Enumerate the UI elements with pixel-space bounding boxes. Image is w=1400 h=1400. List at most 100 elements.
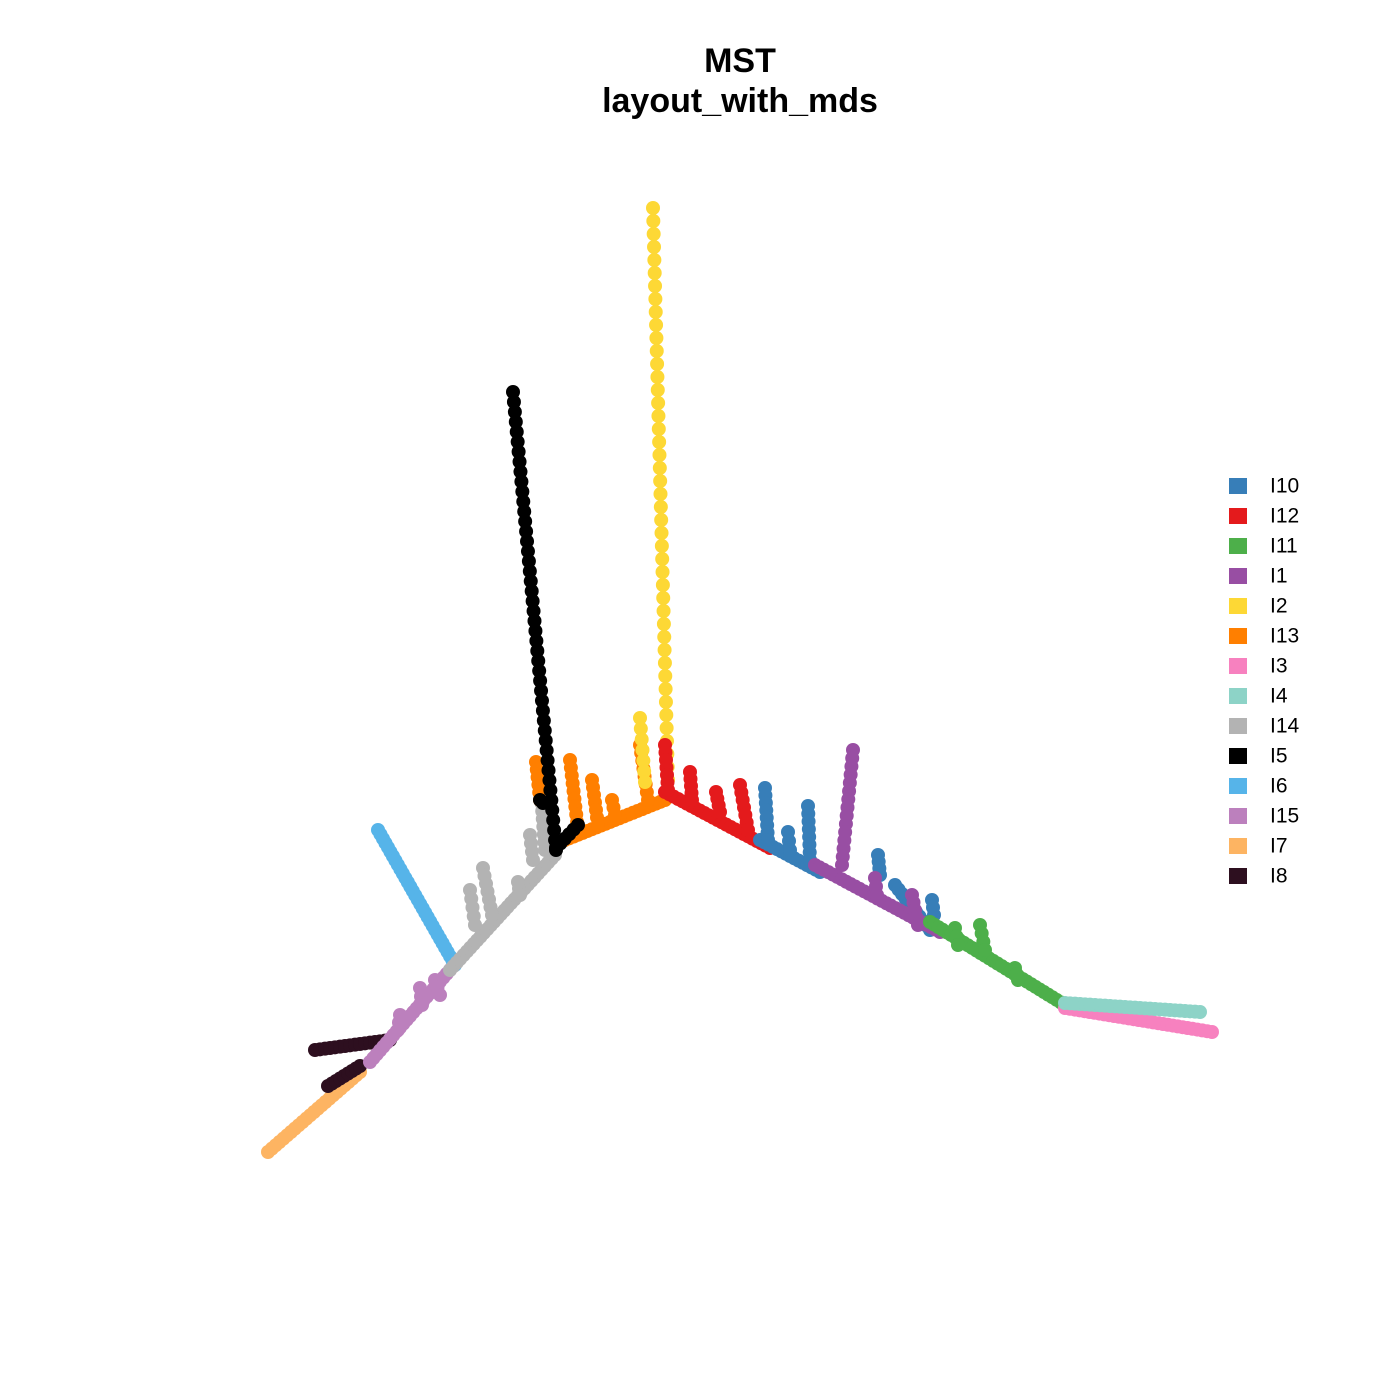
legend-swatch bbox=[1229, 778, 1247, 794]
legend: I10 I12 I11 I1 I2 I13 I3 I4 I14 I5 I6 I15 I7 I8 bbox=[1229, 475, 1300, 888]
node bbox=[633, 711, 647, 725]
legend-swatch bbox=[1229, 658, 1247, 674]
node bbox=[641, 793, 655, 807]
node bbox=[647, 240, 662, 254]
node bbox=[655, 565, 670, 579]
node bbox=[658, 695, 673, 709]
node bbox=[870, 888, 884, 902]
network bbox=[261, 201, 1219, 1159]
node bbox=[978, 943, 992, 957]
node bbox=[651, 409, 666, 423]
legend-label: I6 bbox=[1270, 775, 1288, 798]
node bbox=[637, 764, 652, 779]
node bbox=[485, 908, 499, 922]
legend-label: I4 bbox=[1270, 685, 1288, 708]
legend-label: I10 bbox=[1270, 475, 1299, 498]
node bbox=[652, 461, 667, 475]
legend-swatch bbox=[1229, 808, 1247, 824]
node bbox=[713, 805, 727, 819]
node bbox=[656, 591, 671, 605]
node bbox=[653, 500, 668, 514]
legend-swatch bbox=[1229, 598, 1247, 614]
node bbox=[659, 708, 674, 722]
legend-label: I13 bbox=[1270, 625, 1299, 648]
node bbox=[654, 539, 669, 553]
node bbox=[591, 818, 605, 832]
node bbox=[538, 843, 552, 857]
node bbox=[835, 858, 849, 872]
legend-swatch bbox=[1229, 838, 1247, 854]
chart-title: MST bbox=[704, 42, 776, 80]
node bbox=[513, 888, 527, 902]
node bbox=[655, 552, 670, 566]
node bbox=[647, 266, 662, 280]
node bbox=[655, 578, 670, 592]
node bbox=[415, 998, 429, 1012]
node bbox=[650, 357, 665, 371]
node bbox=[536, 796, 550, 810]
node bbox=[649, 344, 664, 358]
node bbox=[650, 383, 665, 397]
node bbox=[651, 396, 666, 410]
node bbox=[652, 448, 667, 462]
node bbox=[1011, 973, 1025, 987]
node bbox=[657, 643, 672, 657]
node bbox=[646, 214, 661, 228]
node bbox=[261, 1145, 275, 1159]
node bbox=[656, 604, 671, 618]
node bbox=[636, 753, 651, 768]
legend-label: I11 bbox=[1270, 535, 1298, 558]
legend-swatch bbox=[1229, 508, 1247, 524]
node bbox=[658, 669, 673, 683]
legend-label: I7 bbox=[1270, 835, 1288, 858]
node bbox=[685, 793, 699, 807]
node bbox=[647, 253, 662, 267]
legend-label: I8 bbox=[1270, 865, 1288, 888]
node bbox=[761, 833, 775, 847]
chart-subtitle: layout_with_mds bbox=[602, 82, 878, 120]
node bbox=[650, 370, 665, 384]
node bbox=[634, 732, 649, 747]
node bbox=[646, 201, 660, 215]
legend-label: I1 bbox=[1270, 565, 1288, 588]
node bbox=[571, 818, 585, 832]
node bbox=[654, 526, 669, 540]
node bbox=[658, 682, 673, 696]
node bbox=[468, 918, 482, 932]
node bbox=[651, 422, 666, 436]
legend-swatch bbox=[1229, 748, 1247, 764]
node bbox=[391, 1023, 405, 1037]
legend-label: I15 bbox=[1270, 805, 1299, 828]
legend-swatch bbox=[1229, 568, 1247, 584]
legend-swatch bbox=[1229, 688, 1247, 704]
node bbox=[649, 331, 664, 345]
node bbox=[608, 808, 622, 822]
node bbox=[653, 487, 668, 501]
legend-label: I2 bbox=[1270, 595, 1288, 618]
node bbox=[649, 318, 664, 332]
node bbox=[1205, 1025, 1219, 1039]
node bbox=[951, 938, 965, 952]
node bbox=[659, 721, 674, 735]
legend-swatch bbox=[1229, 478, 1247, 494]
legend-swatch bbox=[1229, 628, 1247, 644]
node bbox=[911, 918, 925, 932]
node bbox=[656, 617, 671, 631]
node bbox=[661, 783, 675, 797]
legend-label: I14 bbox=[1270, 715, 1300, 738]
legend-label: I5 bbox=[1270, 745, 1288, 768]
node bbox=[652, 435, 667, 449]
node bbox=[783, 843, 797, 857]
node bbox=[648, 305, 663, 319]
node bbox=[1193, 1005, 1207, 1019]
node bbox=[648, 292, 663, 306]
node bbox=[657, 630, 672, 644]
node bbox=[443, 963, 457, 977]
legend-swatch bbox=[1229, 718, 1247, 734]
legend-swatch bbox=[1229, 538, 1247, 554]
node bbox=[657, 656, 672, 670]
node bbox=[635, 743, 650, 757]
node bbox=[433, 988, 447, 1002]
node bbox=[526, 853, 540, 867]
legend-label: I3 bbox=[1270, 655, 1288, 678]
